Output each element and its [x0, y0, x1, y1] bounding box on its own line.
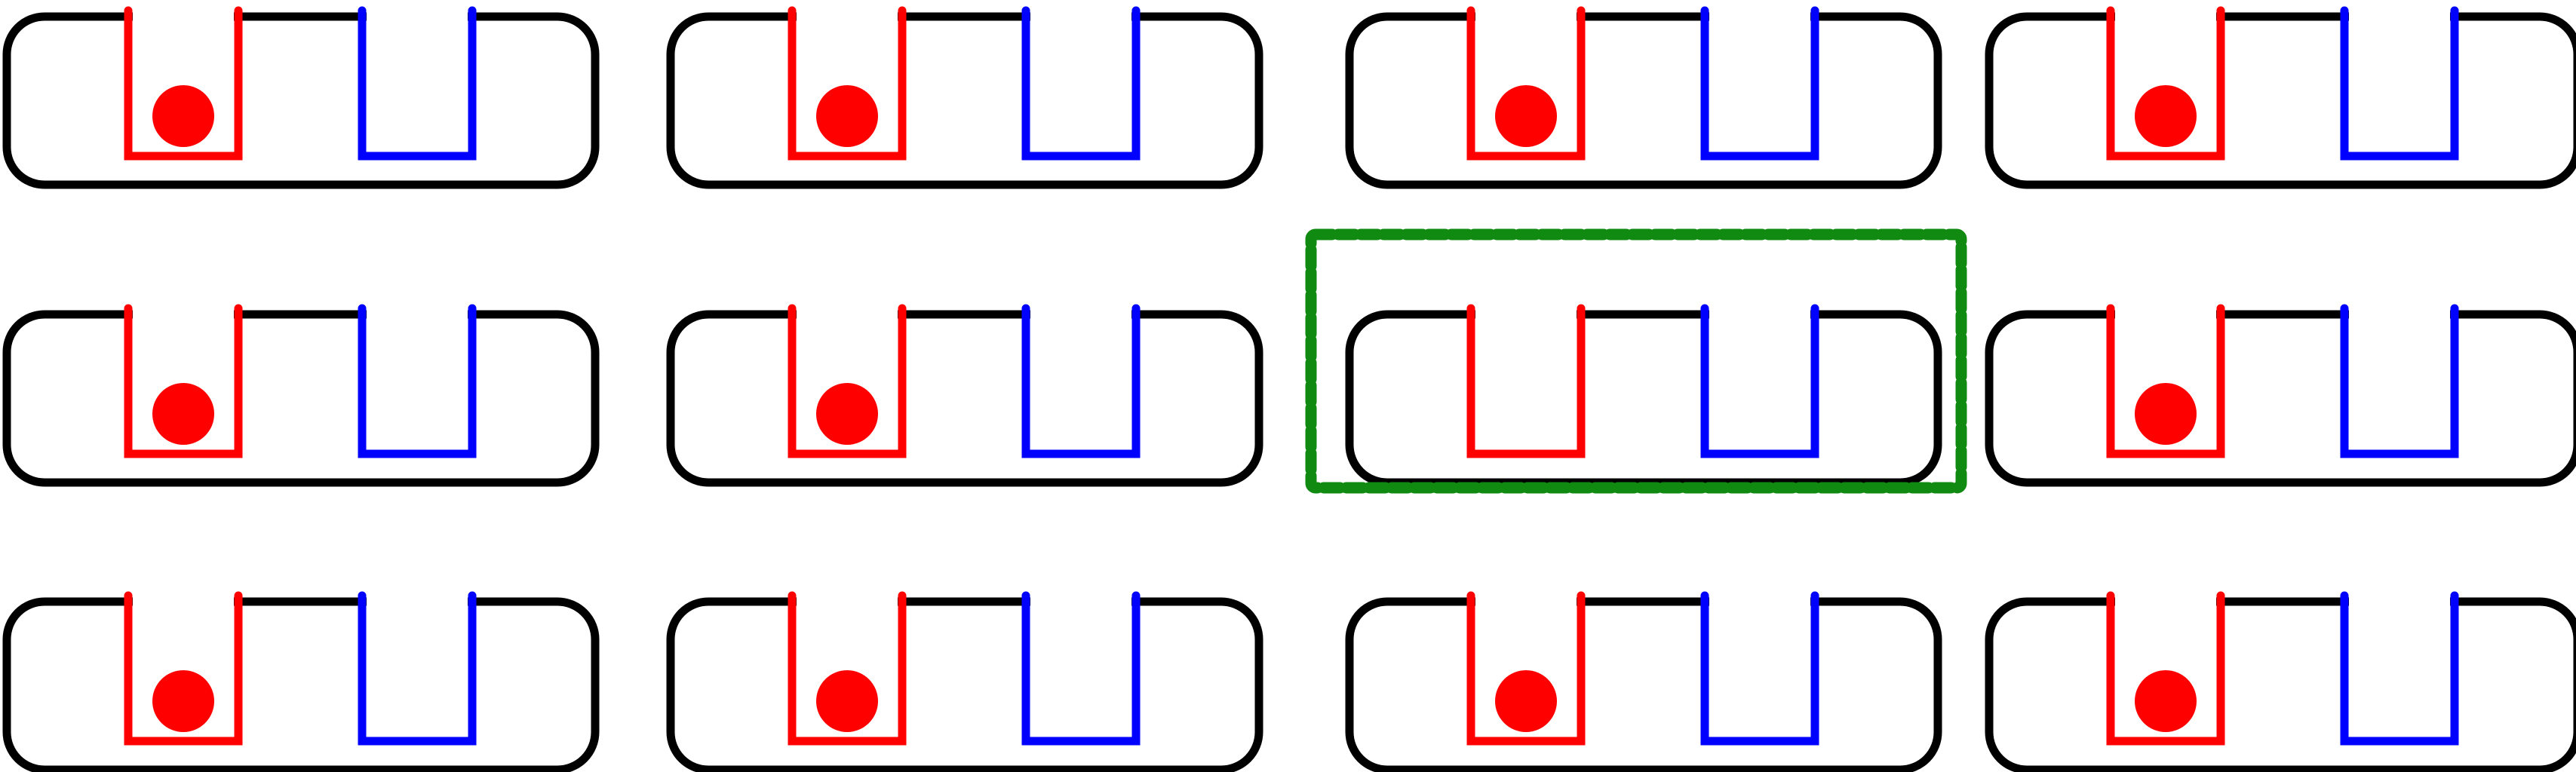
blue-cup — [1021, 304, 1141, 458]
red-cup — [2106, 591, 2225, 746]
container-outline — [666, 12, 1263, 189]
red-cup-opening — [133, 305, 234, 323]
red-cup — [124, 6, 243, 161]
container-outline — [2, 12, 600, 189]
red-ball — [152, 383, 214, 445]
blue-cup-opening — [367, 8, 468, 26]
red-cup — [2106, 304, 2225, 458]
blue-cup — [1700, 304, 1819, 458]
container-outline — [666, 597, 1263, 772]
container-outline — [1985, 310, 2576, 487]
blue-cup-opening — [1709, 8, 1810, 26]
red-cup-opening — [133, 593, 234, 611]
red-ball — [816, 383, 878, 445]
blue-cup — [1700, 6, 1819, 161]
container-outline — [1345, 597, 1942, 772]
blue-cup-opening — [2349, 305, 2450, 323]
red-ball — [1495, 670, 1557, 732]
panel-r2-c4 — [1985, 304, 2576, 487]
blue-cup — [1021, 6, 1141, 161]
panel-r1-c4 — [1985, 6, 2576, 189]
blue-cup — [1021, 591, 1141, 746]
highlight-box — [1305, 228, 1967, 494]
red-ball — [2135, 383, 2197, 445]
red-ball — [816, 85, 878, 147]
panel-r1-c1 — [2, 6, 600, 189]
blue-cup — [2340, 304, 2459, 458]
blue-cup-opening — [367, 305, 468, 323]
red-cup-opening — [797, 593, 898, 611]
container-outline — [666, 310, 1263, 487]
panel-r3-c2 — [666, 591, 1263, 772]
red-ball — [2135, 670, 2197, 732]
blue-cup-opening — [367, 593, 468, 611]
red-cup-opening — [1475, 593, 1577, 611]
red-cup-opening — [133, 8, 234, 26]
red-cup — [1466, 591, 1586, 746]
red-ball — [1495, 85, 1557, 147]
panel-r3-c4 — [1985, 591, 2576, 772]
red-cup — [124, 591, 243, 746]
red-cup — [788, 591, 907, 746]
blue-cup — [358, 6, 477, 161]
red-cup — [1466, 6, 1586, 161]
blue-cup — [358, 591, 477, 746]
red-cup-opening — [1475, 305, 1577, 323]
blue-cup — [358, 304, 477, 458]
red-cup — [788, 304, 907, 458]
red-cup — [788, 6, 907, 161]
red-cup-opening — [2115, 305, 2216, 323]
red-ball — [152, 85, 214, 147]
panel-r2-c2 — [666, 304, 1263, 487]
red-cup-opening — [797, 8, 898, 26]
panel-r1-c2 — [666, 6, 1263, 189]
blue-cup-opening — [2349, 8, 2450, 26]
panel-r2-c1 — [2, 304, 600, 487]
red-cup — [2106, 6, 2225, 161]
container-outline — [2, 597, 600, 772]
red-cup — [1466, 304, 1586, 458]
container-outline — [1985, 597, 2576, 772]
container-outline — [1345, 12, 1942, 189]
blue-cup — [2340, 6, 2459, 161]
blue-cup-opening — [1709, 305, 1810, 323]
container-outline — [2, 310, 600, 487]
panel-r1-c3 — [1345, 6, 1942, 189]
container-outline — [1985, 12, 2576, 189]
blue-cup-opening — [1709, 593, 1810, 611]
blue-cup-opening — [1030, 593, 1131, 611]
container-outline — [1345, 310, 1942, 487]
red-cup — [124, 304, 243, 458]
blue-cup — [2340, 591, 2459, 746]
red-ball — [2135, 85, 2197, 147]
blue-cup-opening — [2349, 593, 2450, 611]
blue-cup-opening — [1030, 8, 1131, 26]
red-cup-opening — [797, 305, 898, 323]
panel-r3-c3 — [1345, 591, 1942, 772]
red-cup-opening — [2115, 8, 2216, 26]
blue-cup — [1700, 591, 1819, 746]
red-cup-opening — [1475, 8, 1577, 26]
blue-cup-opening — [1030, 305, 1131, 323]
red-cup-opening — [2115, 593, 2216, 611]
panel-r3-c1 — [2, 591, 600, 772]
red-ball — [152, 670, 214, 732]
red-ball — [816, 670, 878, 732]
panel-r2-c3 — [1345, 304, 1942, 487]
